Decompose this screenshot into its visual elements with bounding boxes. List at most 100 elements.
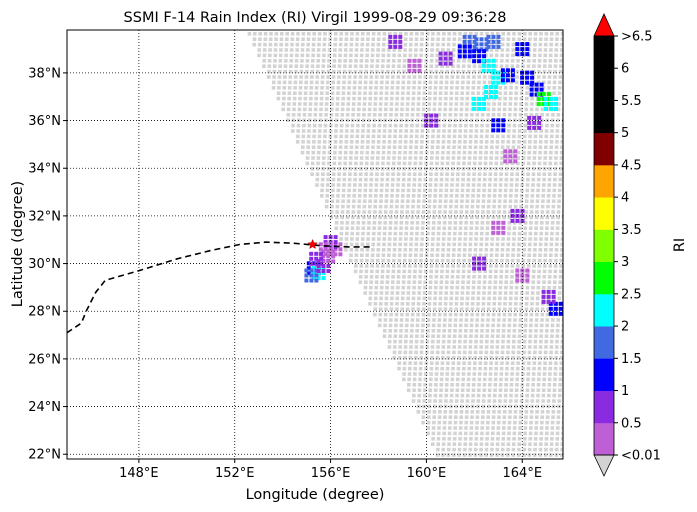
swath-pixel: [257, 48, 262, 52]
swath-pixel: [394, 323, 398, 328]
swath-pixel: [441, 248, 445, 252]
swath-pixel: [478, 269, 482, 274]
swath-pixel: [441, 356, 445, 360]
swath-pixel: [310, 161, 315, 166]
swath-pixel: [359, 69, 363, 74]
rain-cell: [544, 106, 548, 111]
swath-pixel: [360, 48, 364, 52]
swath-pixel: [349, 140, 354, 144]
swath-pixel: [527, 156, 531, 160]
swath-pixel: [486, 307, 491, 311]
swath-pixel: [341, 188, 346, 193]
swath-pixel: [408, 361, 412, 365]
swath-pixel: [486, 102, 491, 106]
swath-pixel: [549, 339, 554, 344]
swath-pixel: [498, 91, 502, 95]
swath-pixel: [517, 242, 521, 247]
swath-pixel: [534, 113, 539, 117]
swath-pixel: [537, 372, 541, 376]
swath-pixel: [431, 32, 435, 36]
swath-pixel: [460, 302, 464, 306]
swath-pixel: [447, 134, 451, 139]
swath-pixel: [471, 399, 475, 403]
swath-pixel: [359, 156, 364, 160]
swath-pixel: [544, 37, 548, 41]
swath-pixel: [461, 372, 466, 376]
swath-pixel: [343, 48, 348, 52]
swath-pixel: [445, 167, 450, 171]
swath-pixel: [441, 350, 445, 355]
swath-pixel: [425, 140, 430, 144]
rain-cell: [503, 159, 508, 164]
swath-pixel: [416, 113, 420, 117]
swath-pixel: [522, 339, 527, 344]
swath-pixel: [531, 377, 536, 382]
swath-pixel: [410, 123, 414, 128]
swath-pixel: [496, 437, 500, 441]
swath-pixel: [488, 280, 492, 284]
swath-pixel: [548, 361, 553, 365]
swath-pixel: [509, 280, 514, 284]
swath-pixel: [369, 69, 374, 74]
swath-pixel: [418, 177, 422, 182]
swath-pixel: [453, 420, 458, 425]
swath-pixel: [375, 264, 380, 268]
swath-pixel: [527, 253, 531, 257]
swath-pixel: [508, 204, 512, 209]
swath-pixel: [480, 329, 484, 333]
swath-pixel: [323, 123, 328, 128]
swath-pixel: [410, 113, 415, 117]
swath-pixel: [448, 323, 452, 328]
swath-pixel: [482, 383, 487, 387]
swath-pixel: [355, 42, 359, 47]
swath-pixel: [509, 383, 514, 387]
swath-pixel: [512, 437, 516, 441]
swath-pixel: [430, 242, 435, 247]
swath-pixel: [519, 96, 524, 101]
swath-pixel: [439, 183, 443, 187]
swath-pixel: [353, 167, 358, 171]
swath-pixel: [421, 113, 426, 117]
swath-pixel: [422, 188, 427, 193]
swath-pixel: [342, 177, 347, 182]
swath-pixel: [512, 134, 516, 139]
swath-pixel: [357, 102, 361, 106]
swath-pixel: [439, 86, 443, 90]
swath-pixel: [381, 253, 386, 257]
swath-pixel: [530, 188, 535, 193]
swath-pixel: [493, 75, 498, 79]
swath-pixel: [452, 145, 456, 149]
swath-pixel: [330, 204, 334, 209]
swath-pixel: [306, 48, 310, 52]
swath-pixel: [362, 113, 366, 117]
swath-pixel: [511, 345, 516, 349]
swath-pixel: [519, 410, 523, 414]
swath-pixel: [444, 393, 448, 398]
swath-pixel: [355, 129, 360, 133]
swath-pixel: [382, 37, 386, 41]
swath-pixel: [527, 453, 532, 457]
swath-pixel: [292, 96, 297, 101]
rain-cell: [558, 306, 563, 311]
swath-pixel: [527, 150, 532, 155]
swath-pixel: [453, 226, 457, 230]
swath-pixel: [389, 204, 394, 209]
swath-pixel: [377, 226, 382, 230]
swath-pixel: [267, 64, 272, 68]
swath-pixel: [480, 426, 484, 430]
swath-pixel: [417, 296, 421, 301]
swath-pixel: [293, 91, 297, 95]
swath-pixel: [523, 123, 528, 128]
swath-pixel: [345, 113, 350, 117]
swath-pixel: [513, 113, 517, 117]
swath-pixel: [302, 123, 306, 128]
swath-pixel: [437, 323, 441, 328]
swath-pixel: [538, 447, 543, 452]
swath-pixel: [375, 161, 380, 166]
swath-pixel: [544, 129, 549, 133]
swath-pixel: [519, 399, 524, 403]
swath-pixel: [484, 145, 489, 149]
swath-pixel: [364, 75, 368, 79]
swath-pixel: [419, 150, 424, 155]
swath-pixel: [433, 188, 438, 193]
